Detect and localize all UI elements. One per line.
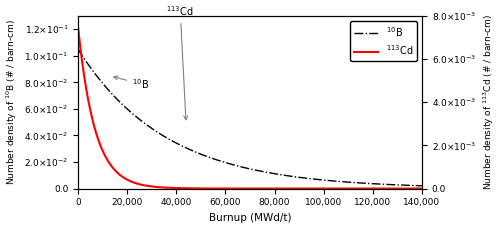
$^{113}$Cd: [409, 187, 415, 190]
Text: $^{113}$Cd: $^{113}$Cd: [166, 4, 194, 120]
$^{113}$Cd: [242, 187, 248, 190]
$^{113}$Cd: [409, 187, 415, 190]
Y-axis label: Number density of $^{113}$Cd (# / barn-cm): Number density of $^{113}$Cd (# / barn-c…: [482, 14, 496, 190]
$^{113}$Cd: [233, 187, 239, 190]
$^{113}$Cd: [75, 25, 81, 28]
$^{10}$B: [409, 184, 415, 187]
$^{113}$Cd: [419, 187, 425, 190]
$^{10}$B: [233, 164, 239, 167]
$^{10}$B: [92, 73, 98, 76]
$^{113}$Cd: [346, 187, 352, 190]
$^{10}$B: [409, 184, 415, 187]
Line: $^{10}$B: $^{10}$B: [78, 49, 422, 186]
Text: $^{10}$B: $^{10}$B: [114, 76, 149, 91]
Line: $^{113}$Cd: $^{113}$Cd: [78, 27, 422, 189]
$^{10}$B: [75, 48, 81, 51]
Legend: $^{10}$B, $^{113}$Cd: $^{10}$B, $^{113}$Cd: [350, 21, 417, 61]
$^{10}$B: [242, 166, 248, 169]
$^{10}$B: [419, 184, 425, 187]
$^{113}$Cd: [92, 130, 98, 133]
Y-axis label: Number density of $^{10}$B (# / barn-cm): Number density of $^{10}$B (# / barn-cm): [4, 19, 18, 185]
X-axis label: Burnup (MWd/t): Burnup (MWd/t): [209, 213, 292, 223]
$^{10}$B: [346, 181, 352, 184]
